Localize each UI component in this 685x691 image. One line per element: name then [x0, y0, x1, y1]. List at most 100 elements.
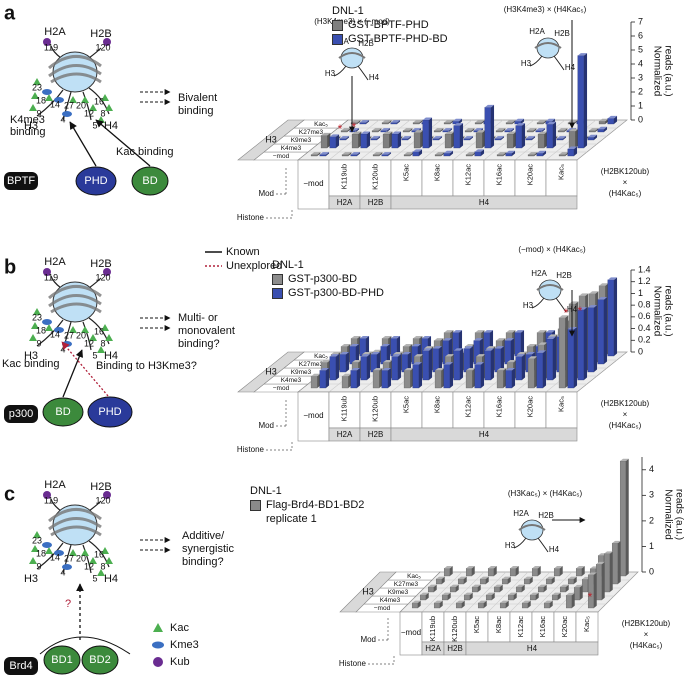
bar-front	[505, 370, 513, 389]
floor-line	[531, 571, 573, 613]
bar-top	[545, 118, 556, 122]
kac-mark	[81, 96, 89, 103]
column-label: K119ub	[339, 164, 348, 189]
bar	[433, 128, 444, 133]
kac-mark	[29, 104, 37, 111]
bar-side	[407, 351, 412, 372]
bar-top	[612, 540, 621, 544]
bar-top	[360, 354, 371, 357]
bar-top	[474, 362, 485, 365]
bar-top	[536, 150, 547, 154]
binding-arrow	[95, 119, 151, 167]
bar-top	[421, 335, 432, 339]
bar-top	[412, 600, 421, 603]
bar-front	[341, 154, 349, 157]
bar-side	[469, 136, 474, 140]
bar	[381, 367, 392, 389]
column-group-cell	[465, 641, 599, 656]
corner-note: (H2BK120ub)	[601, 399, 650, 408]
bar-front	[453, 125, 461, 149]
bar-top	[349, 343, 360, 347]
bar	[310, 152, 321, 157]
bar	[515, 584, 525, 593]
bar-front	[573, 587, 581, 601]
bar-front	[587, 307, 595, 373]
bar	[359, 120, 370, 125]
bar-top	[517, 351, 527, 355]
corner-note: ×	[623, 178, 628, 187]
bracket	[266, 210, 293, 219]
bar-side	[335, 354, 340, 380]
icon-tails	[513, 537, 549, 553]
bar-top	[508, 592, 517, 595]
kme3-mark	[42, 319, 52, 325]
y-axis-label: Normalized	[651, 286, 662, 337]
column-label-cell	[297, 391, 330, 442]
bar-top	[475, 330, 485, 333]
bar-side	[511, 367, 516, 388]
bar	[411, 600, 421, 609]
bar-side	[449, 150, 454, 156]
y-tick-label: 0.8	[638, 300, 651, 310]
bar	[341, 373, 352, 389]
schematic-text: PHD	[84, 175, 107, 187]
site-number: 16	[94, 549, 104, 559]
row-label: Kac₅	[314, 121, 328, 128]
asterisk: *	[588, 590, 593, 604]
bar-side	[451, 131, 455, 148]
y-axis-label: Normalized	[662, 489, 673, 540]
bar-front	[559, 586, 567, 593]
bar	[443, 150, 454, 157]
corner-note: (H2BK120ub)	[622, 619, 671, 628]
column-label: K20ac	[525, 396, 534, 418]
bar-front	[543, 602, 551, 609]
bar	[546, 121, 557, 149]
bar-front	[449, 586, 457, 593]
bar-top	[484, 104, 495, 108]
bar-top	[530, 592, 539, 595]
icon-label: H4	[369, 73, 380, 82]
site-number: 12	[84, 561, 94, 571]
bar	[319, 152, 330, 157]
bar-top	[476, 130, 486, 133]
bar-side	[613, 277, 618, 356]
kac-mark	[69, 96, 77, 103]
site-number: 16	[94, 326, 104, 336]
bar-side	[490, 348, 495, 380]
bar-side	[543, 120, 547, 124]
bar-top	[341, 128, 351, 131]
kac-mark	[33, 531, 41, 538]
bar-top	[350, 152, 361, 155]
bar-top	[515, 123, 526, 126]
bar	[494, 136, 505, 141]
bar-top	[516, 584, 525, 587]
row-group-label: H3	[362, 586, 374, 596]
legend-entry: GST-BPTF-PHD	[332, 18, 482, 32]
bar-top	[434, 128, 444, 131]
bar-top	[434, 600, 443, 603]
bar-top	[537, 120, 547, 123]
bar-top	[373, 152, 383, 155]
bar-side	[397, 131, 402, 148]
bar-front	[465, 154, 473, 157]
histone-label: H3	[24, 120, 38, 132]
protein-domain	[81, 645, 119, 675]
bar-front	[339, 354, 347, 373]
bar-top	[494, 136, 505, 139]
bar-top	[362, 351, 372, 355]
bar-front	[435, 578, 443, 585]
legend-swatch	[332, 34, 343, 45]
column-group-cell	[390, 195, 578, 210]
icon-label: H4	[565, 63, 576, 72]
bar-side	[521, 584, 525, 592]
column-label: K5ac	[401, 164, 410, 181]
bar-top	[432, 346, 443, 349]
bar-side	[409, 128, 413, 132]
bar-top	[372, 349, 382, 353]
bar-top	[607, 115, 618, 119]
histone-label: H4	[104, 350, 118, 362]
histone-label: H3	[24, 573, 38, 585]
bar-front	[494, 138, 502, 141]
icon-tails	[531, 297, 567, 313]
